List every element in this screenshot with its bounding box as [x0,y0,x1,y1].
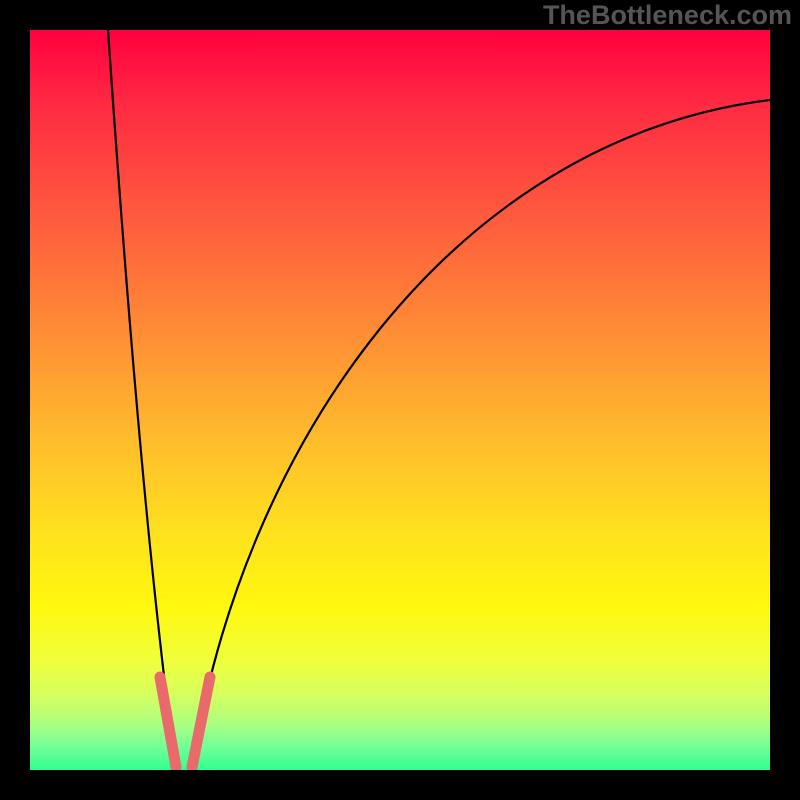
left-curve [108,30,176,770]
plot-region [30,30,770,770]
curves-layer [30,30,770,770]
accent-segment-left [160,677,176,767]
chart-frame: TheBottleneck.com [0,0,800,800]
watermark-label: TheBottleneck.com [543,0,792,31]
accent-segment-right [192,677,210,767]
right-curve [192,100,770,770]
